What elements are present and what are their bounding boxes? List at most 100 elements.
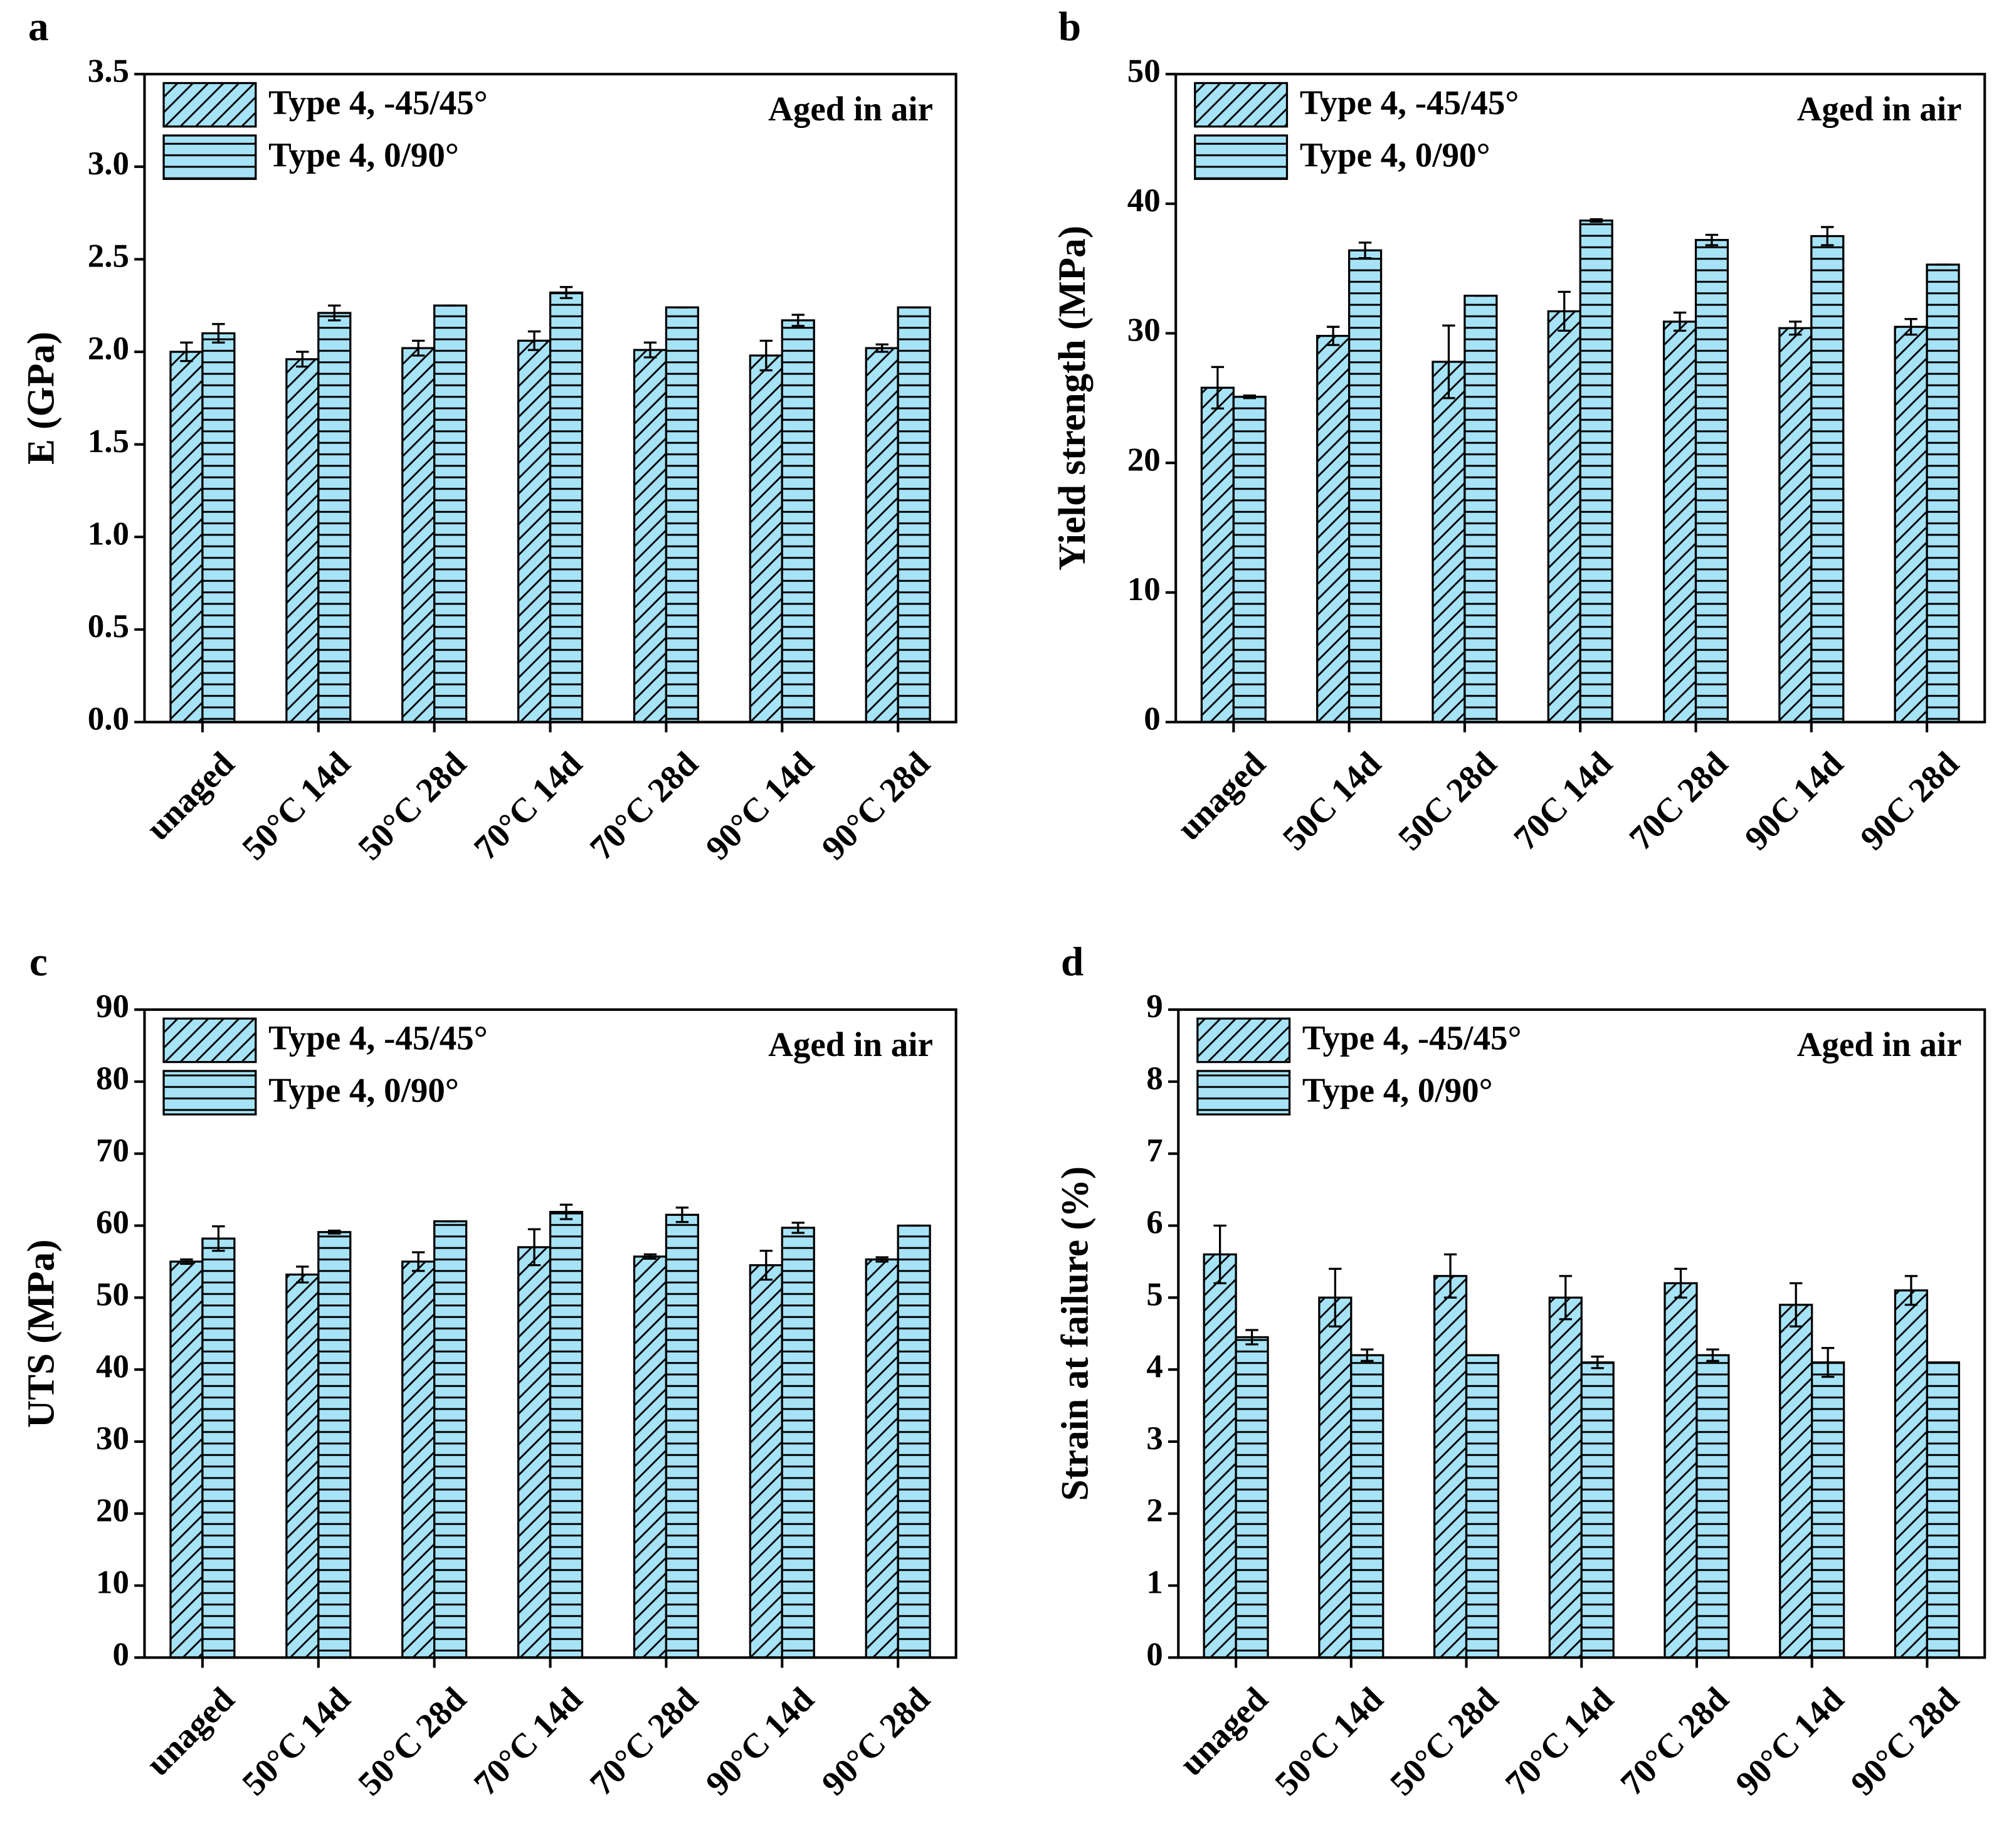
y-tick-label: 30 [1127,312,1161,349]
legend-label: Type 4, 0/90° [1300,135,1490,174]
x-tick-label: unaged [1172,1680,1275,1783]
error-bar [1821,226,1834,246]
bar [1810,235,1845,724]
panel-label: b [1058,4,1081,50]
error-bar [759,1250,773,1281]
y-tick-label: 0 [1146,1636,1163,1672]
y-tick-label: 1 [1146,1565,1163,1601]
legend-label: Type 4, -45/45° [268,1019,488,1057]
bar [1316,335,1351,724]
bar [517,339,552,724]
x-tick-label: 90°C 14d [699,1680,821,1803]
error-bar [1590,218,1603,223]
bar [285,358,320,724]
error-bar [180,1258,193,1265]
bar [1200,386,1235,724]
error-bar [328,304,341,322]
bar [401,347,436,724]
panel-label: a [28,4,49,50]
error-bar [412,1251,425,1272]
y-tick-label: 8 [1146,1060,1163,1097]
bar [897,1224,931,1659]
x-tick-label: 50°C 28d [351,744,473,867]
bar [285,1273,320,1659]
x-tick-label: 70°C 14d [467,744,589,867]
legend-swatch [1196,1017,1291,1064]
error-bar [1245,1329,1258,1346]
x-tick-label: 50C 14d [1275,744,1388,857]
y-tick-label: 1.5 [88,423,129,460]
error-bar [1790,1282,1803,1328]
annotation: Aged in air [1797,1025,1962,1064]
y-tick-label: 50 [1127,53,1161,89]
x-tick-label: 50°C 14d [235,1680,357,1803]
bar [549,291,584,724]
y-tick-label: 7 [1146,1133,1163,1169]
bar [1664,1282,1698,1659]
bar [517,1246,552,1659]
x-tick-label: 90°C 14d [1728,1680,1851,1803]
error-bar [1821,1347,1835,1378]
bar [1579,219,1613,724]
bar [1232,396,1267,724]
bar [1662,320,1697,724]
y-tick-label: 2 [1146,1492,1163,1529]
x-tick-label: 90°C 28d [814,1680,937,1803]
bar [1926,263,1960,724]
error-bar [875,1256,889,1263]
bar [1433,1275,1468,1659]
error-bar [1326,325,1340,346]
bar [865,1258,899,1659]
legend-swatch [162,1070,257,1116]
error-bar [1442,324,1455,399]
x-tick-label: 70°C 14d [467,1680,589,1803]
x-tick-label: unaged [139,1680,241,1783]
x-tick-label: unaged [139,744,241,847]
bar [665,1213,700,1659]
error-bar [1211,366,1225,410]
bar [1694,239,1729,724]
legend-swatch [162,82,257,128]
x-tick-label: 70°C 28d [1613,1680,1736,1803]
y-tick-label: 0 [113,1636,129,1672]
bar [781,1227,815,1659]
y-tick-label: 40 [96,1348,129,1385]
panel-label: c [29,940,48,985]
y-tick-label: 80 [96,1060,129,1097]
bar [1926,1361,1960,1659]
error-bar [559,286,573,300]
x-tick-label: 50°C 14d [235,744,357,867]
error-bar [675,1206,689,1223]
error-bar [212,323,225,344]
legend-swatch [1194,82,1289,128]
y-axis-title: Strain at failure (%) [1054,1166,1096,1501]
x-tick-label: 90°C 28d [814,744,937,867]
x-tick-label: 50°C 14d [1267,1680,1390,1803]
bar [401,1260,436,1659]
y-tick-label: 90 [96,988,129,1025]
y-tick-label: 40 [1127,182,1161,219]
x-tick-label: 90°C 28d [1843,1680,1966,1803]
bar [1318,1296,1353,1659]
y-tick-label: 9 [1146,988,1163,1025]
x-tick-label: 70°C 28d [583,1680,705,1803]
x-tick-label: 70°C 14d [1498,1680,1621,1803]
legend-swatch [1196,1070,1291,1116]
error-bar [1706,1348,1719,1362]
error-bar [1558,290,1571,332]
y-tick-label: 10 [96,1565,129,1601]
error-bar [296,351,309,368]
error-bar [759,339,773,372]
y-axis-title: UTS (MPa) [21,1239,63,1428]
y-tick-label: 2.0 [88,330,129,367]
bar [897,306,931,724]
annotation: Aged in air [768,90,933,128]
error-bar [1705,233,1719,246]
bar [781,319,815,724]
error-bar [875,343,889,353]
bar [433,1220,468,1659]
y-tick-label: 3.0 [88,145,129,182]
error-bar [527,1228,541,1267]
bar [749,354,783,724]
